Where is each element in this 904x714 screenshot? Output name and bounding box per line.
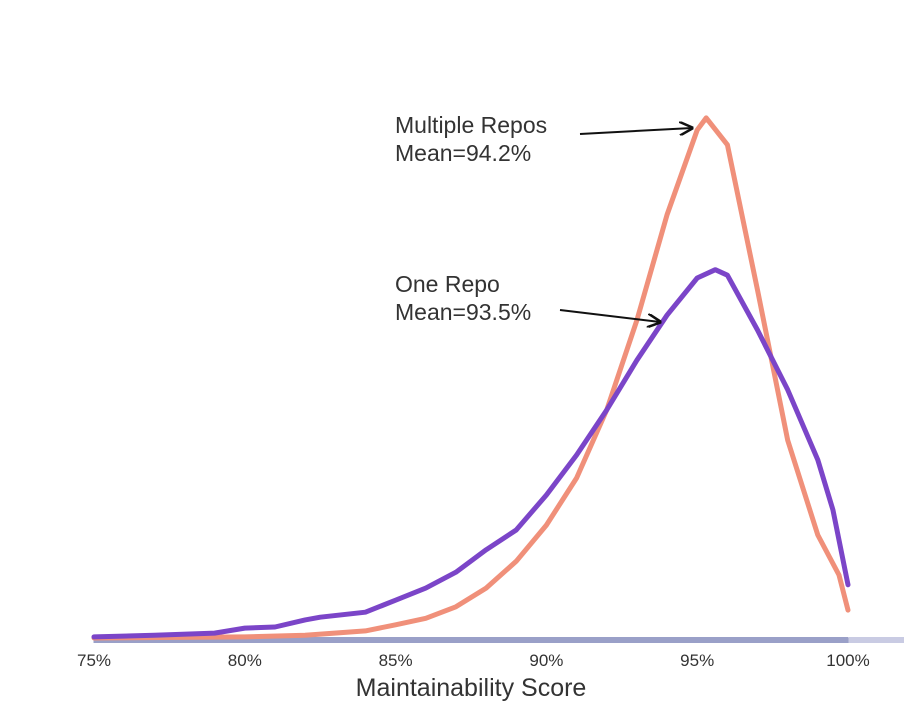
annotation-arrow [579, 128, 692, 134]
density-line [91, 267, 851, 640]
x-tick-label: 75% [77, 651, 111, 670]
x-tick-label: 85% [379, 651, 413, 670]
annotation-text: Mean=93.5% [395, 299, 531, 325]
x-tick-label: 80% [228, 651, 262, 670]
x-axis-label: Maintainability Score [356, 674, 587, 702]
x-tick-label: 95% [680, 651, 714, 670]
annotation-text: Multiple Repos [395, 112, 547, 138]
x-tick-label: 90% [529, 651, 563, 670]
annotation-arrow [559, 309, 660, 322]
annotation-text: Mean=94.2% [395, 140, 531, 166]
annotation-text: One Repo [395, 271, 500, 297]
x-tick-label: 100% [826, 651, 869, 670]
